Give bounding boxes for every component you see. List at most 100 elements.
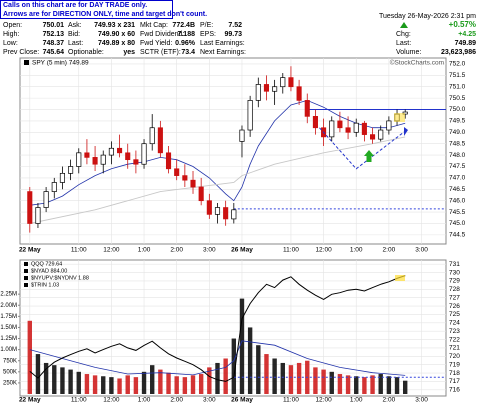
volume-bar [223, 358, 228, 394]
candle-body [100, 154, 106, 165]
volume-bar [402, 380, 408, 394]
quote-value: 772.4B [172, 22, 195, 29]
candle-body [68, 166, 74, 174]
date: Tuesday 26-May-2026 2:31 pm [379, 13, 476, 20]
candle-body [157, 127, 163, 154]
volume-bar [166, 372, 171, 394]
y2-tick-label: 729 [449, 278, 460, 285]
candle-body [223, 207, 229, 220]
quote-label: Bid: [68, 31, 80, 38]
volume-bar [109, 377, 114, 394]
x-tick-label: 12:00 [315, 397, 332, 404]
candle-body [141, 143, 147, 165]
volume-bar [68, 369, 73, 394]
candle-body [84, 152, 90, 158]
x-tick-label: 11:00 [283, 397, 299, 404]
y-tick-label: 500K [3, 369, 17, 375]
candle-body [378, 129, 384, 140]
volume-bar [378, 374, 383, 394]
candle-body [280, 77, 286, 88]
moving-average [29, 99, 406, 206]
legend: SPY (5 min) 749.89 [32, 60, 89, 67]
candle-body [263, 84, 270, 92]
y-tick-label: 749.5 [449, 118, 466, 125]
volume-bar [92, 375, 98, 394]
volume-bar [272, 358, 277, 394]
y-tick-label: 1.25M [0, 336, 17, 342]
volume-bar [280, 362, 285, 394]
y-tick-label: 746.5 [449, 186, 466, 193]
x-tick-label: 26 May [231, 397, 253, 404]
candle-body [125, 152, 131, 161]
y2-tick-label: 723 [449, 328, 460, 335]
volume-bar [321, 369, 326, 394]
volume-label: Volume: [396, 49, 421, 56]
quote-label: Next Earnings: [200, 49, 246, 56]
y2-tick-label: 717 [449, 378, 460, 385]
y-tick-label: 1.00M [0, 347, 17, 353]
volume-bar [247, 327, 253, 394]
candle-body [108, 147, 114, 156]
volume-bar [76, 371, 81, 394]
legend-swatch [24, 276, 28, 280]
candle-body [174, 168, 180, 176]
candle-body [353, 122, 359, 133]
quote-value: 749.93 x 231 [94, 22, 135, 29]
volume-bar [35, 354, 41, 394]
x-tick-label: 12:00 [103, 397, 120, 404]
y2-tick-label: 721 [449, 345, 460, 352]
x-tick-label: 12:00 [315, 247, 332, 254]
price-panel [19, 57, 447, 245]
volume-bar [43, 362, 49, 394]
quote-label: SCTR (ETF): [140, 49, 181, 56]
volume-bar [182, 377, 188, 394]
x-tick-label: 1:00 [350, 247, 363, 254]
y2-tick-label: 731 [449, 261, 460, 268]
volume-bar [60, 367, 65, 394]
volume-bar [239, 298, 245, 394]
volume-bar [313, 367, 318, 394]
quote-label: Prev Close: [3, 49, 39, 56]
candle-body [296, 86, 302, 101]
legend-swatch [24, 60, 29, 65]
y-tick-label: 745.5 [449, 209, 466, 216]
quote-label: EPS: [200, 31, 216, 38]
quote-label: Fwd Yield: [140, 40, 172, 47]
candle-body [345, 127, 351, 133]
candle-body [214, 207, 221, 215]
x-tick-label: 2:00 [170, 397, 183, 404]
quote-value: 7.52 [228, 22, 242, 29]
y-tick-label: 745.0 [449, 220, 466, 227]
candle-body [59, 172, 65, 183]
x-tick-label: 3:00 [415, 397, 428, 404]
y-tick-label: 752.0 [449, 61, 466, 68]
quote-label: Last: [68, 40, 83, 47]
chg-label: Chg: [396, 31, 411, 38]
y-tick-label: 748.5 [449, 140, 466, 147]
candle-body [272, 86, 278, 92]
candle-body [361, 122, 367, 135]
volume-bar [362, 377, 367, 394]
legend: QQQ 729.64 [31, 261, 62, 267]
y2-tick-label: 726 [449, 303, 460, 310]
candle-body [288, 77, 294, 88]
quote-value: 748.37 [43, 40, 65, 47]
y2-tick-label: 725 [449, 311, 460, 318]
volume-bar [84, 374, 90, 394]
legend: $NYAD 884.00 [31, 268, 67, 274]
candle-body [198, 186, 204, 202]
volume: 23,623,986 [441, 49, 476, 56]
candle-body [76, 152, 82, 167]
candle-body [206, 200, 212, 215]
y2-tick-label: 722 [449, 336, 460, 343]
volume-bar [288, 365, 294, 394]
x-tick-label: 11:00 [71, 397, 87, 404]
quote-label: Last Earnings: [200, 40, 245, 47]
y2-tick-label: 719 [449, 361, 460, 368]
quote-value: yes [123, 49, 135, 56]
quote-label: Fwd Dividend: [140, 31, 184, 38]
candle-body [231, 209, 237, 220]
x-tick-label: 11:00 [71, 247, 87, 254]
quote-label: Optionable: [68, 49, 104, 56]
x-tick-label: 2:00 [383, 397, 396, 404]
